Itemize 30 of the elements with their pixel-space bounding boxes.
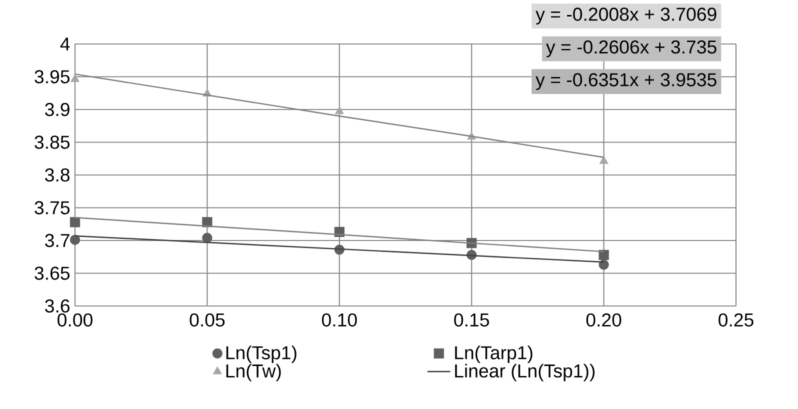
point [70,234,80,245]
x-tick-label: 0.15 [454,313,489,327]
point [599,156,608,164]
y-tick-label: 3.85 [34,136,70,149]
point [598,260,609,270]
y-tick-label: 3.95 [34,70,70,84]
y-tick-label: 3.75 [34,201,70,214]
y-tick-label: 3.9 [45,102,70,116]
point [334,106,344,114]
y-tick-label: 3.7 [45,234,70,248]
text: y = -0.2008x + 3.7069 [536,8,716,25]
x-tick-label: 0.20 [586,313,622,327]
annotation: y = -0.2606x + 3.735 [546,40,716,58]
point [70,217,80,228]
point [70,74,80,82]
legend-label: Linear (Ln(Tsp1)) [455,364,595,382]
point [598,250,609,260]
y-tick-label: 3.8 [45,168,70,182]
legend-label: Ln(Tsp1) [226,346,296,364]
y-tick-label: 3.6 [45,299,70,313]
x-tick-label: 0.00 [58,313,92,327]
x-tick-label: 0.10 [322,313,357,327]
x-tick-label: 0.25 [718,313,754,327]
legend-label: Ln(Tw) [226,364,281,382]
legend-label: Ln(Tarp1) [455,346,532,364]
annotation: y = -0.6351x + 3.9535 [536,73,716,90]
y-tick-label: 3.65 [34,266,70,280]
point [202,232,212,243]
y-tick-label: 4 [60,38,70,50]
x-tick-label: 0.05 [190,313,225,327]
